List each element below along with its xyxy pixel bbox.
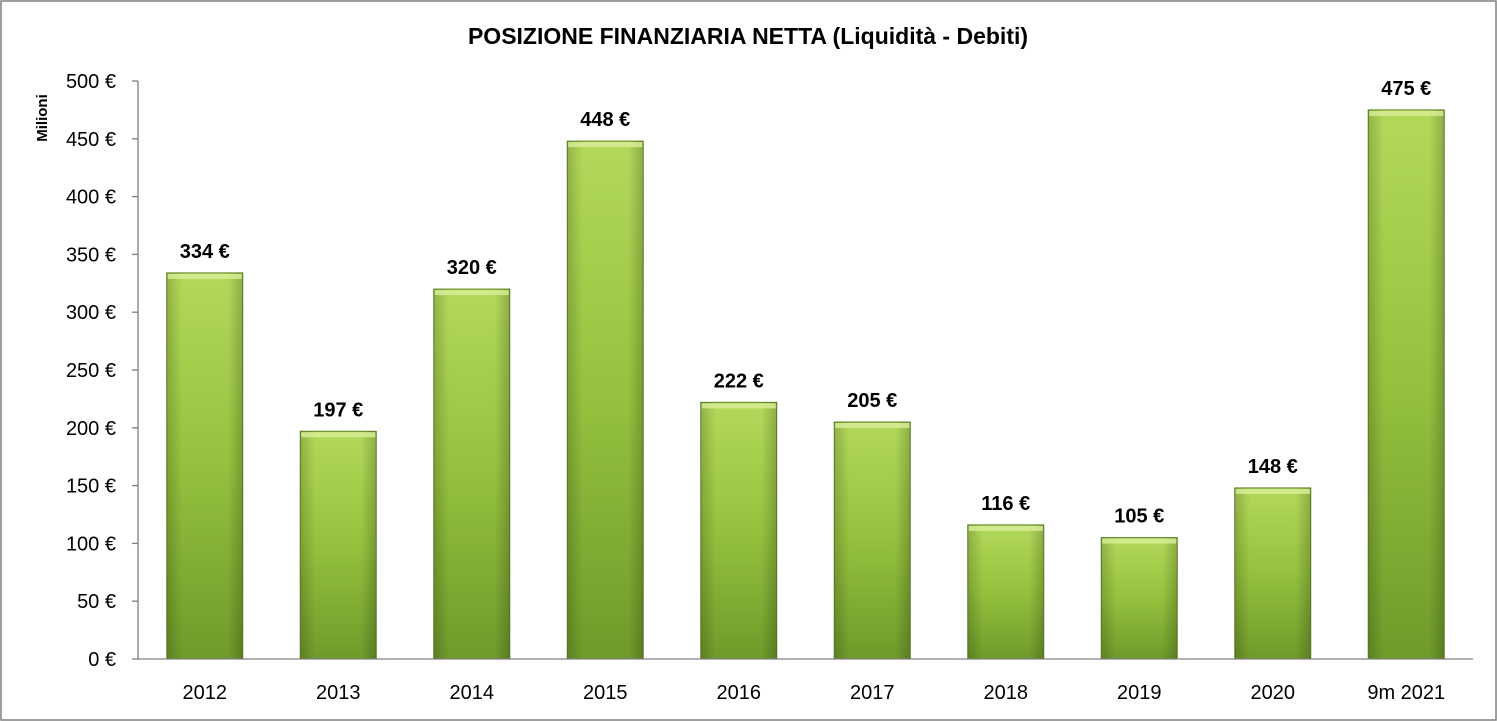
x-tick-label: 9m 2021: [1367, 682, 1445, 704]
bar-top-bevel: [1235, 488, 1310, 494]
data-label: 222 €: [714, 370, 764, 392]
x-tick-label: 2018: [984, 682, 1029, 704]
y-tick-label: 450 €: [66, 129, 116, 151]
bars: [166, 109, 1445, 660]
x-tick-label: 2014: [450, 682, 495, 704]
data-label: 105 €: [1114, 506, 1164, 528]
data-label: 475 €: [1381, 78, 1431, 100]
y-axis-ticks: 0 € 50 € 100 € 150 € 200 € 250 € 300 € 350 € 400…: [66, 71, 138, 671]
bar-top-bevel: [301, 432, 376, 438]
bar-top-bevel: [1102, 538, 1177, 544]
y-tick-label: 300 €: [66, 302, 116, 324]
y-tick-label: 500 €: [66, 71, 116, 93]
y-tick-label: 400 €: [66, 187, 116, 209]
bar-shading: [1368, 109, 1445, 659]
y-tick-label: 100 €: [66, 533, 116, 555]
bar-shading: [834, 422, 911, 659]
y-tick-label: 200 €: [66, 418, 116, 440]
data-label: 148 €: [1248, 456, 1298, 478]
x-tick-label: 2020: [1251, 682, 1296, 704]
bar-top-bevel: [968, 525, 1043, 531]
bar-shading: [1101, 537, 1178, 659]
bar-top-bevel: [835, 423, 910, 429]
y-tick-label: 50 €: [77, 591, 116, 613]
data-label: 197 €: [313, 399, 363, 421]
bar-shading: [700, 402, 777, 659]
bar-shading: [166, 272, 243, 659]
x-tick-label: 2019: [1117, 682, 1162, 704]
bar-top-bevel: [1369, 110, 1444, 116]
data-label: 334 €: [180, 241, 230, 263]
bar-shading: [967, 524, 1044, 659]
bar-shading: [433, 289, 510, 659]
bar-shading: [300, 431, 377, 659]
bar-shading: [567, 141, 644, 659]
y-tick-label: 150 €: [66, 476, 116, 498]
data-label: 116 €: [981, 493, 1030, 515]
data-label: 205 €: [847, 390, 897, 412]
data-label: 448 €: [580, 109, 630, 131]
chart-title: POSIZIONE FINANZIARIA NETTA (Liquidità -…: [468, 23, 1028, 49]
y-axis-label: Milioni: [34, 94, 51, 142]
x-tick-label: 2012: [183, 682, 228, 704]
bar-top-bevel: [701, 403, 776, 409]
x-tick-label: 2017: [850, 682, 895, 704]
x-tick-label: 2013: [316, 682, 361, 704]
x-axis-labels: 2012 2013 2014 2015 2016 2017 2018 2019 2020 9m 2…: [183, 682, 1446, 704]
bar-top-bevel: [434, 290, 509, 296]
data-labels: 334 € 197 € 320 € 448 € 222 € 205 € 116 € 105 €…: [180, 78, 1432, 528]
y-tick-label: 250 €: [66, 360, 116, 382]
x-tick-label: 2016: [717, 682, 762, 704]
data-label: 320 €: [447, 257, 497, 279]
bar-shading: [1234, 487, 1311, 659]
y-tick-label: 350 €: [66, 244, 116, 266]
bar-top-bevel: [568, 142, 643, 148]
y-tick-label: 0 €: [88, 649, 116, 671]
bar-top-bevel: [167, 273, 242, 279]
x-tick-label: 2015: [583, 682, 628, 704]
